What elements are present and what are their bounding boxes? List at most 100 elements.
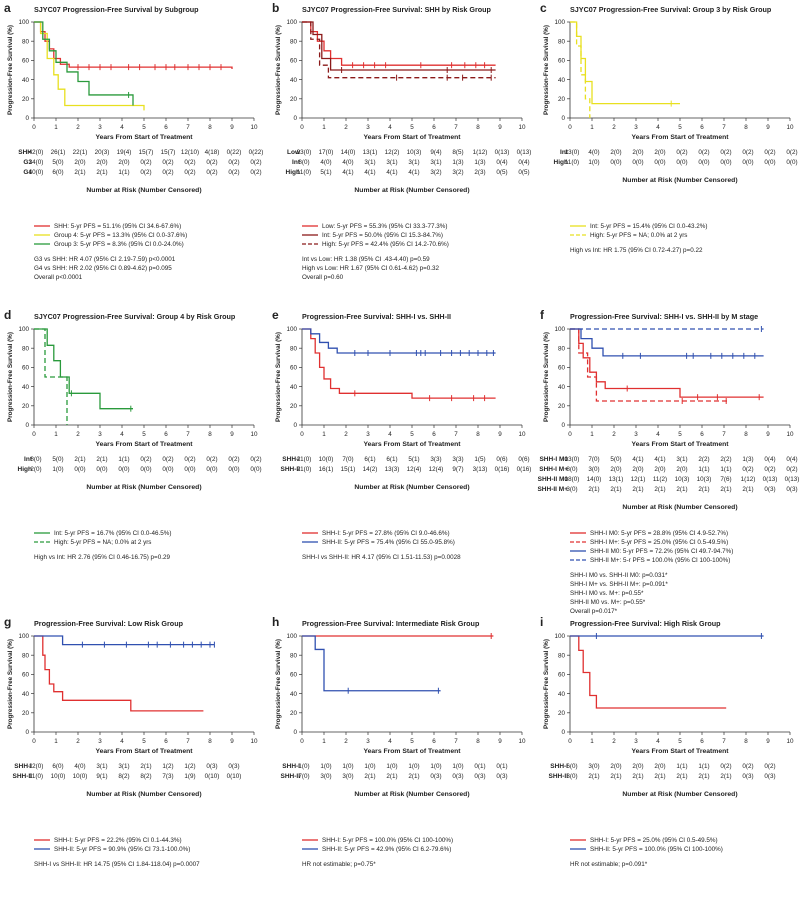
risk-cell: 13(1)	[609, 476, 624, 483]
risk-cell: 0(2)	[250, 169, 261, 176]
risk-cell: 11(2)	[653, 476, 667, 483]
risk-cell: 0(0)	[250, 466, 261, 473]
risk-cell: 2(1)	[632, 773, 643, 780]
x-tick-label: 7	[722, 431, 726, 438]
panel-a: a SJYC07 Progression-Free Survival by Sub…	[4, 1, 263, 281]
risk-cell: 0(2)	[742, 763, 753, 770]
risk-cell: 14(2)	[363, 466, 378, 473]
panel-b: b SJYC07 Progression-Free Survival: SHH b…	[272, 1, 531, 281]
risk-cell: 2(0)	[632, 763, 643, 770]
risk-cell: 0(2)	[228, 169, 239, 176]
risk-cell: 0(13)	[517, 149, 532, 156]
x-tick-label: 7	[454, 124, 458, 131]
y-tick-label: 60	[22, 58, 30, 65]
risk-cell: 4(0)	[320, 159, 331, 166]
risk-footer: Number at Risk (Number Censored)	[354, 791, 469, 798]
risk-cell: 1(5)	[474, 456, 485, 463]
risk-row-label: SHH-I	[550, 763, 568, 770]
risk-cell: 5(0)	[610, 456, 621, 463]
y-tick-label: 80	[558, 345, 566, 352]
x-tick-label: 8	[744, 124, 748, 131]
x-tick-label: 6	[700, 124, 704, 131]
risk-cell: 0(2)	[764, 149, 775, 156]
risk-cell: 0(2)	[184, 169, 195, 176]
risk-cell: 0(3)	[496, 773, 507, 780]
risk-cell: 7(3)	[162, 773, 173, 780]
risk-cell: 2(1)	[610, 486, 621, 493]
risk-cell: 2(1)	[654, 486, 665, 493]
risk-cell: 3(1)	[386, 159, 397, 166]
risk-cell: 1(3)	[452, 159, 463, 166]
legend-text: SHH-I M0: 5-yr PFS = 28.8% (95% CI 4.9-5…	[590, 530, 728, 537]
y-tick-label: 60	[558, 365, 566, 372]
legend-text: Group 3: 5-yr PFS = 8.3% (95% CI 0.0-24.…	[54, 241, 184, 248]
risk-cell: 2(0)	[30, 466, 41, 473]
panel-title: Progression-Free Survival: SHH-I vs. SHH…	[570, 312, 758, 321]
risk-row-label: SHH-I M0	[539, 456, 568, 463]
risk-cell: 6(0)	[566, 763, 577, 770]
y-axis-label: Progression-Free Survival (%)	[543, 332, 550, 422]
panel-title: SJYC07 Progression-Free Survival by Subg…	[34, 5, 199, 14]
risk-footer: Number at Risk (Number Censored)	[86, 187, 201, 194]
risk-cell: 2(1)	[74, 456, 85, 463]
risk-cell: 13(0)	[565, 149, 580, 156]
risk-cell: 2(1)	[74, 169, 85, 176]
panel-letter: f	[540, 308, 545, 322]
risk-cell: 2(3)	[474, 169, 485, 176]
risk-cell: 1(0)	[342, 763, 353, 770]
series-line-shh-ii-m0	[570, 328, 764, 357]
risk-cell: 0(4)	[786, 456, 797, 463]
risk-cell: 3(1)	[118, 763, 129, 770]
x-tick-label: 1	[322, 124, 326, 131]
x-tick-label: 1	[590, 738, 594, 745]
y-tick-label: 0	[561, 115, 565, 122]
x-tick-label: 0	[300, 738, 304, 745]
risk-cell: 19(4)	[117, 149, 132, 156]
risk-cell: 15(7)	[139, 149, 154, 156]
x-tick-label: 8	[208, 738, 212, 745]
legend-text: SHH-II: 5-yr PFS = 90.9% (95% CI 73.1-10…	[54, 846, 190, 853]
x-tick-label: 1	[54, 124, 58, 131]
risk-row-label: High	[554, 159, 568, 166]
legend-text: SHH-II: 5-yr PFS = 42.9% (95% CI 6.2-79.…	[322, 846, 451, 853]
risk-footer: Number at Risk (Number Censored)	[622, 791, 737, 798]
x-tick-label: 1	[54, 738, 58, 745]
legend-text: SHH-I: 5-yr PFS = 27.8% (95% CI 9.0-46.6…	[322, 530, 450, 537]
y-tick-label: 0	[293, 115, 297, 122]
x-tick-label: 9	[766, 738, 770, 745]
series-line-shh-i	[570, 635, 727, 709]
x-tick-label: 1	[590, 431, 594, 438]
risk-cell: 0(2)	[720, 763, 731, 770]
risk-cell: 4(1)	[408, 169, 419, 176]
y-tick-label: 40	[290, 384, 298, 391]
y-axis-label: Progression-Free Survival (%)	[7, 332, 14, 422]
stat-text: Overall p=0.60	[302, 274, 344, 281]
risk-cell: 0(6)	[496, 456, 507, 463]
risk-cell: 2(0)	[74, 159, 85, 166]
risk-cell: 2(1)	[698, 486, 709, 493]
risk-cell: 1(0)	[52, 466, 63, 473]
x-tick-label: 8	[476, 738, 480, 745]
risk-cell: 16(1)	[319, 466, 334, 473]
risk-cell: 0(13)	[785, 476, 800, 483]
risk-cell: 4(0)	[342, 159, 353, 166]
x-tick-label: 4	[388, 431, 392, 438]
risk-cell: 15(1)	[341, 466, 356, 473]
risk-footer: Number at Risk (Number Censored)	[86, 484, 201, 491]
y-tick-label: 20	[22, 403, 30, 410]
risk-cell: 0(2)	[698, 149, 709, 156]
panel-title: Progression-Free Survival: Intermediate …	[302, 619, 480, 628]
risk-cell: 0(2)	[184, 456, 195, 463]
legend-text: Group 4: 5-yr PFS = 13.3% (95% CI 0.0-37…	[54, 232, 187, 239]
y-tick-label: 0	[25, 729, 29, 736]
risk-cell: 0(2)	[250, 456, 261, 463]
x-tick-label: 6	[164, 738, 168, 745]
series-line-int	[302, 21, 496, 71]
risk-cell: 0(0)	[764, 159, 775, 166]
legend-text: SHH-I: 5-yr PFS = 100.0% (95% CI 100-100…	[322, 837, 453, 844]
risk-cell: 1(3)	[474, 159, 485, 166]
risk-cell: 21(0)	[297, 466, 312, 473]
y-tick-label: 100	[286, 19, 297, 26]
risk-footer: Number at Risk (Number Censored)	[86, 791, 201, 798]
x-tick-label: 2	[612, 124, 616, 131]
